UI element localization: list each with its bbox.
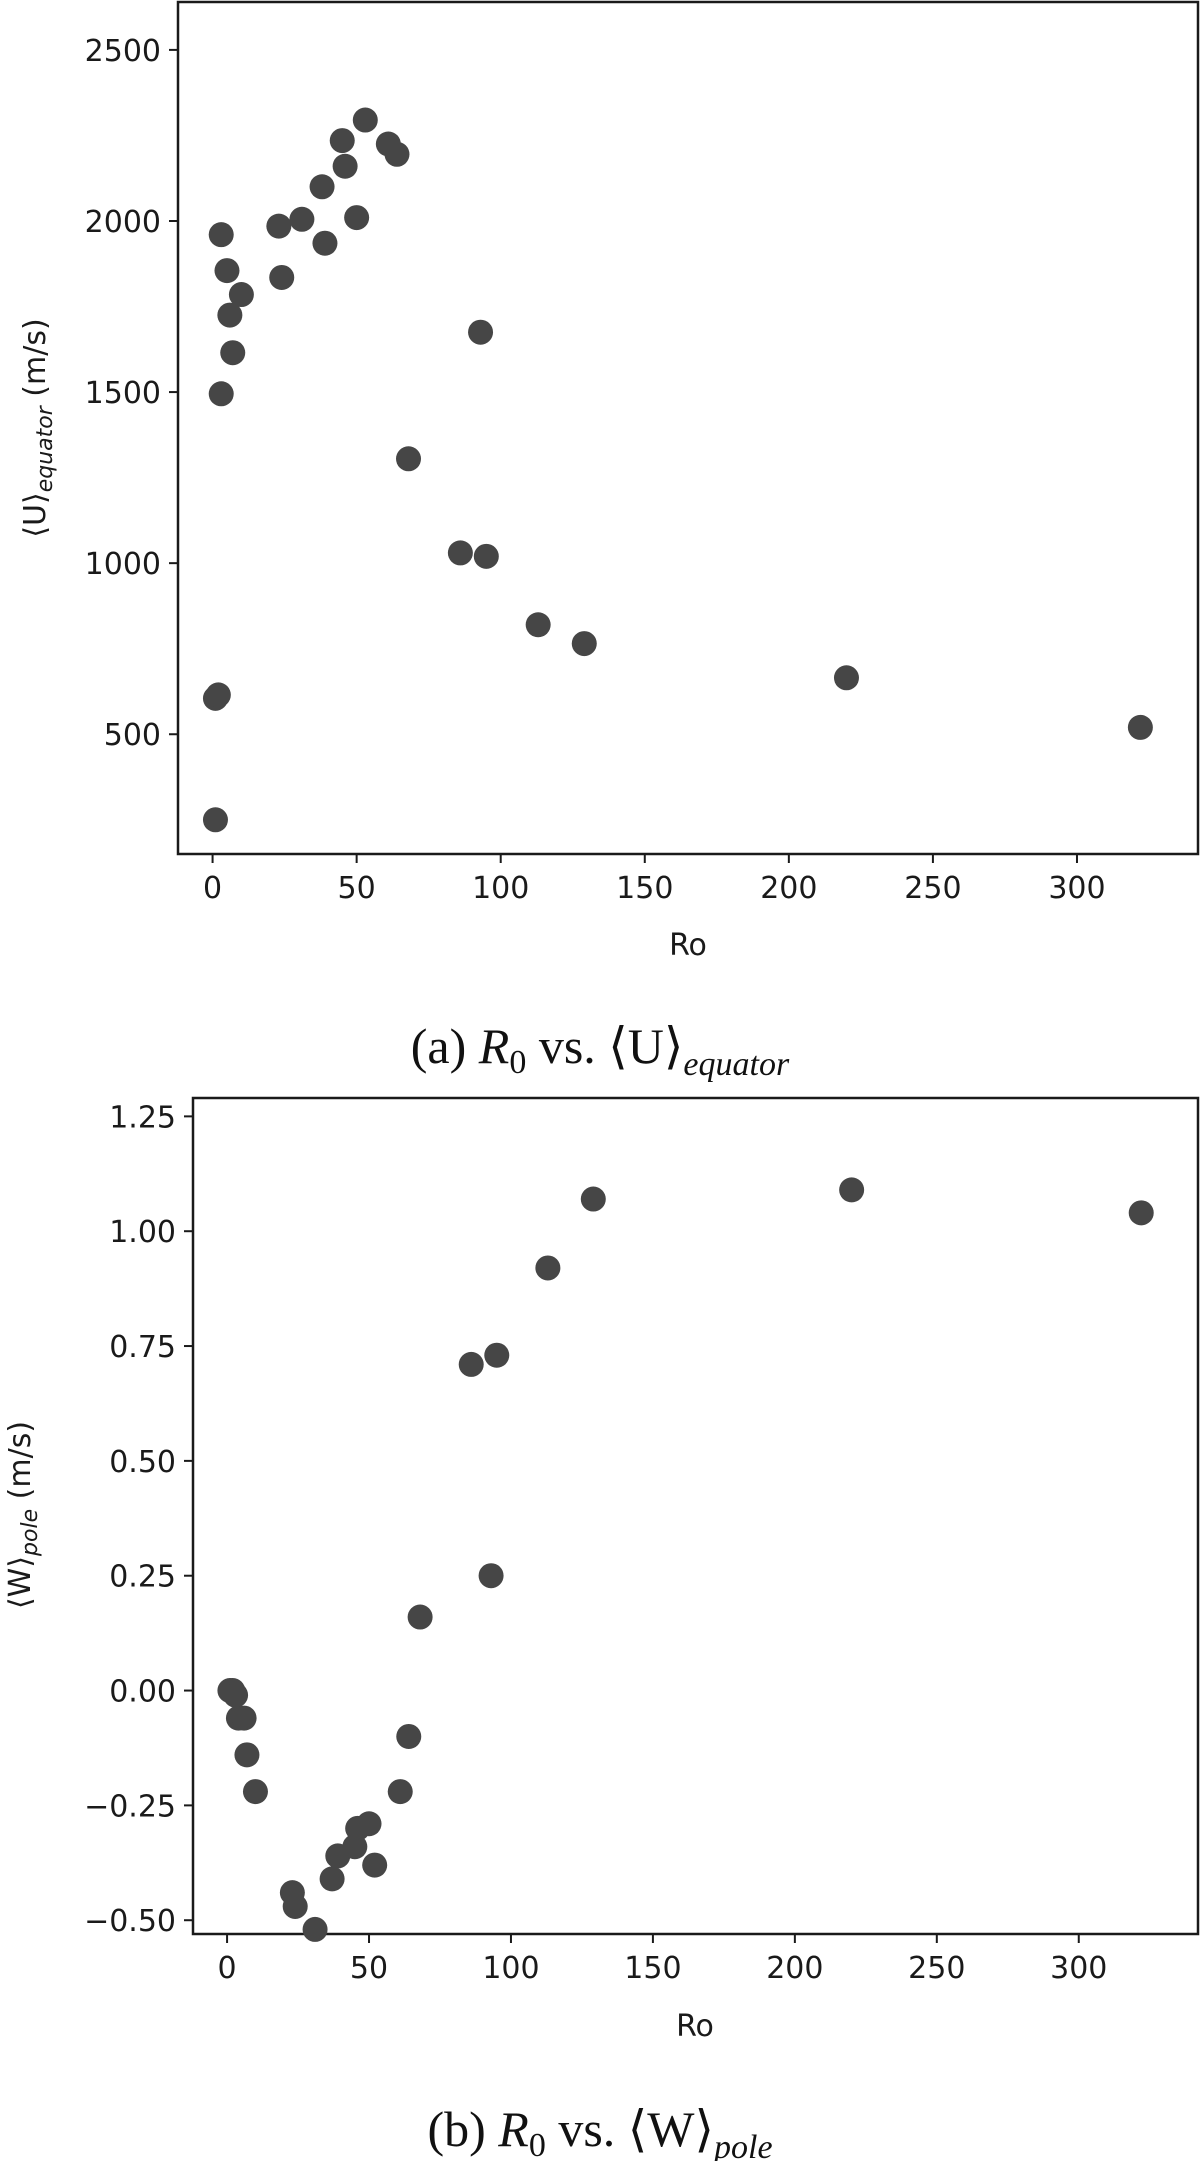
chart-b-frame xyxy=(191,1096,1200,1936)
chart-a-x-ticks: 0 50 100 150 200 250 300 xyxy=(203,854,1106,906)
data-point xyxy=(447,540,473,566)
data-point xyxy=(266,213,292,239)
y-tick-label: 0.75 xyxy=(109,1330,176,1365)
x-tick-label: 0 xyxy=(218,1951,237,1986)
chart-b-y-axis-label: ⟨W⟩pole (m/s) xyxy=(3,1421,43,1609)
x-tick-label: 150 xyxy=(624,1951,681,1986)
x-tick-label: 50 xyxy=(350,1951,388,1986)
data-point xyxy=(208,381,234,407)
chart-a-x-axis-label: Ro xyxy=(669,928,707,963)
x-tick-label: 250 xyxy=(908,1951,965,1986)
data-point xyxy=(319,1866,345,1892)
data-point xyxy=(202,807,228,833)
data-point xyxy=(332,153,358,179)
y-tick-label: 1.00 xyxy=(109,1215,176,1250)
data-point xyxy=(220,340,246,366)
data-point xyxy=(571,631,597,657)
data-point xyxy=(282,1893,308,1919)
x-tick-label: 250 xyxy=(904,871,961,906)
data-point xyxy=(312,230,338,256)
y-tick-label: 1500 xyxy=(85,376,161,411)
data-point xyxy=(214,258,240,284)
data-point xyxy=(329,128,355,154)
data-point xyxy=(217,302,243,328)
data-point xyxy=(839,1177,865,1203)
data-point xyxy=(580,1186,606,1212)
data-point xyxy=(356,1811,382,1837)
data-point xyxy=(342,1834,368,1860)
y-tick-label: 500 xyxy=(104,718,161,753)
data-point xyxy=(458,1351,484,1377)
data-point xyxy=(478,1563,504,1589)
data-point xyxy=(223,1682,249,1708)
x-tick-label: 200 xyxy=(766,1951,823,1986)
data-point xyxy=(535,1255,561,1281)
chart-a-y-ticks: 500 1000 1500 2000 2500 xyxy=(85,34,178,753)
chart-b: 0 50 100 150 200 250 300 −0.50 −0.25 0.00 0.25 0.5… xyxy=(3,1096,1200,2161)
data-point xyxy=(208,222,234,248)
data-point xyxy=(833,665,859,691)
data-point xyxy=(384,141,410,167)
x-tick-label: 300 xyxy=(1048,871,1105,906)
y-tick-label: 1000 xyxy=(85,547,161,582)
data-point xyxy=(407,1604,433,1630)
data-point xyxy=(396,446,422,472)
x-tick-label: 150 xyxy=(616,871,673,906)
data-point xyxy=(231,1705,257,1731)
chart-b-points xyxy=(217,1177,1154,1942)
chart-a-points xyxy=(202,107,1153,833)
x-tick-label: 300 xyxy=(1050,1951,1107,1986)
x-tick-label: 0 xyxy=(203,871,222,906)
data-point xyxy=(228,282,254,308)
data-point xyxy=(205,682,231,708)
y-tick-label: 2500 xyxy=(85,34,161,69)
data-point xyxy=(362,1852,388,1878)
data-point xyxy=(1128,1200,1154,1226)
x-tick-label: 200 xyxy=(760,871,817,906)
data-point xyxy=(387,1779,413,1805)
data-point xyxy=(269,264,295,290)
y-tick-label: 1.25 xyxy=(109,1100,176,1135)
chart-a-frame xyxy=(176,0,1200,856)
y-tick-label: 0.25 xyxy=(109,1560,176,1595)
data-point xyxy=(1127,714,1153,740)
y-tick-label: −0.25 xyxy=(84,1789,176,1824)
y-tick-label: 0.00 xyxy=(109,1675,176,1710)
data-point xyxy=(484,1342,510,1368)
y-tick-label: −0.50 xyxy=(84,1904,176,1939)
x-tick-label: 50 xyxy=(338,871,376,906)
data-point xyxy=(309,174,335,200)
chart-a-caption: (a) R0 vs. ⟨U⟩equator xyxy=(411,1018,790,1083)
x-tick-label: 100 xyxy=(472,871,529,906)
chart-b-x-axis-label: Ro xyxy=(676,2009,714,2044)
chart-b-y-ticks: −0.50 −0.25 0.00 0.25 0.50 0.75 1.00 1.25 xyxy=(84,1100,193,1939)
data-point xyxy=(234,1742,260,1768)
chart-a: 0 50 100 150 200 250 300 500 1000 1500 2000 2500 R… xyxy=(18,0,1200,1083)
data-point xyxy=(242,1779,268,1805)
y-tick-label: 0.50 xyxy=(109,1445,176,1480)
data-point xyxy=(289,206,315,232)
data-point xyxy=(396,1723,422,1749)
chart-a-y-axis-label: ⟨U⟩equator (m/s) xyxy=(18,318,58,537)
chart-b-x-ticks: 0 50 100 150 200 250 300 xyxy=(218,1934,1107,1986)
data-point xyxy=(525,612,551,638)
y-tick-label: 2000 xyxy=(85,205,161,240)
data-point xyxy=(473,543,499,569)
chart-b-caption: (b) R0 vs. ⟨W⟩pole xyxy=(427,2101,772,2161)
data-point xyxy=(468,319,494,345)
data-point xyxy=(344,205,370,231)
data-point xyxy=(352,107,378,133)
x-tick-label: 100 xyxy=(482,1951,539,1986)
data-point xyxy=(302,1916,328,1942)
